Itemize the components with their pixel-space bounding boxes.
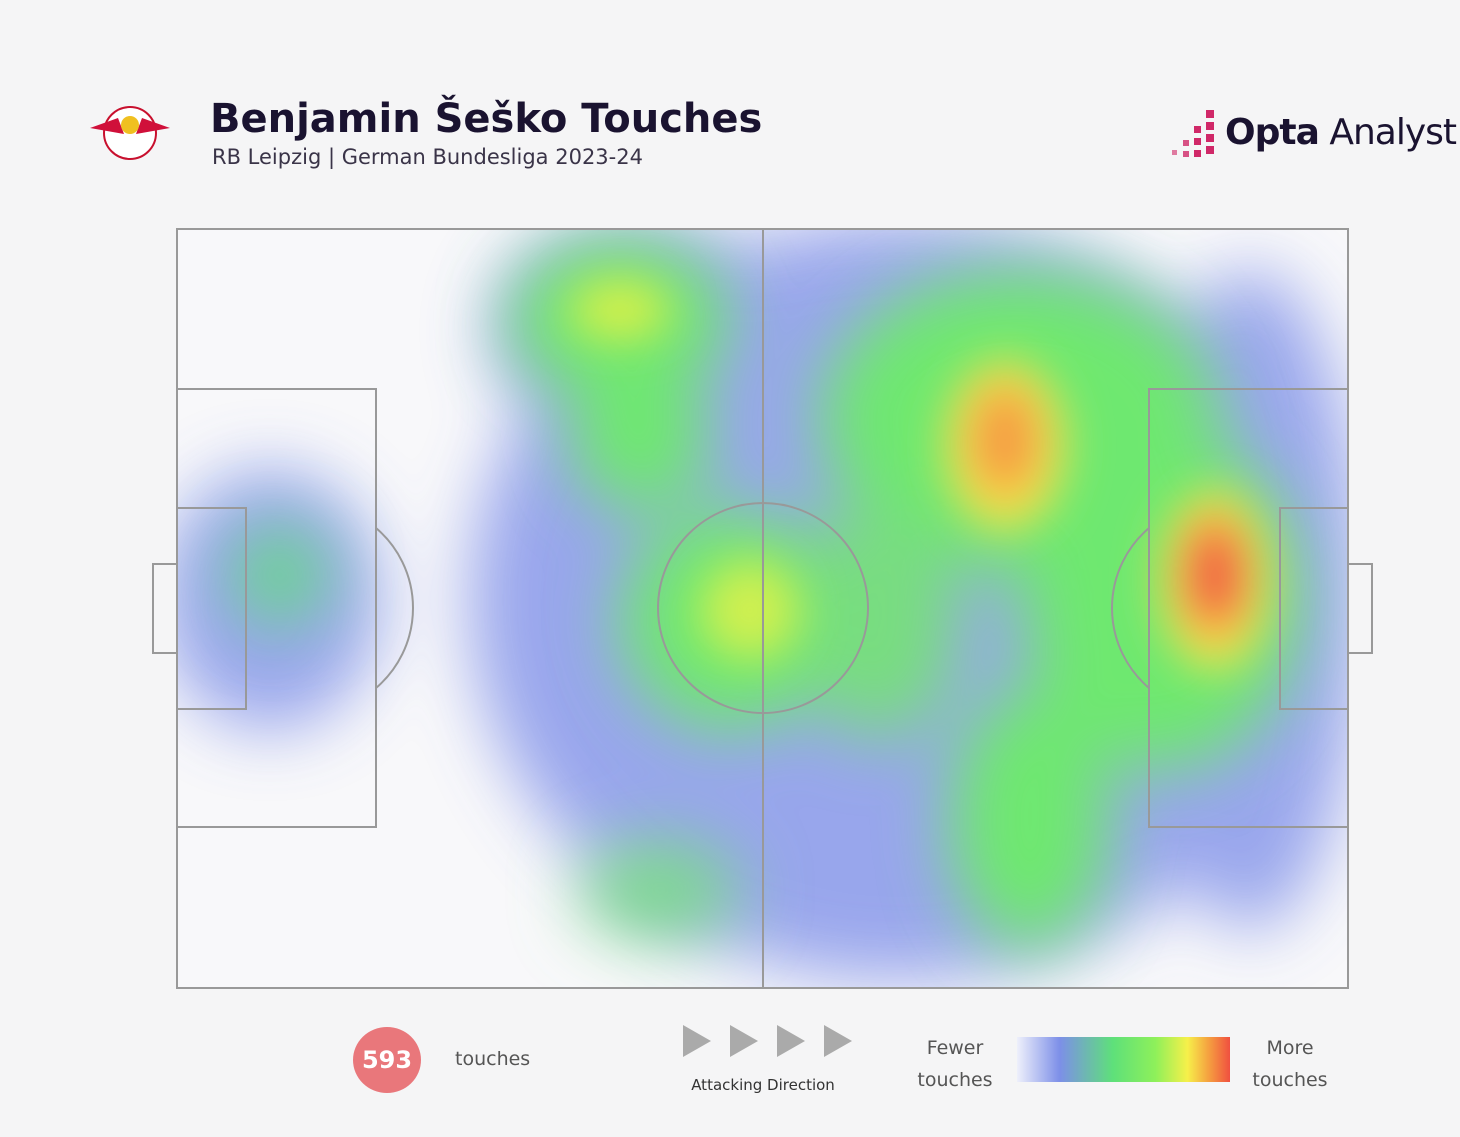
scale-bar: [1017, 1037, 1230, 1082]
brand-logo: [1172, 110, 1214, 157]
club-logo: [90, 106, 170, 160]
brand-light: Analyst: [1329, 112, 1457, 153]
heatmap: [177, 229, 1348, 980]
subtitle: RB Leipzig | German Bundesliga 2023-24: [212, 145, 643, 169]
pitch-lines: [152, 228, 1373, 989]
scale-high: More touches: [1252, 1037, 1328, 1091]
brand-bold: Opta: [1225, 112, 1320, 153]
direction-label: Attacking Direction: [691, 1076, 835, 1094]
title: Benjamin Šeško Touches: [210, 96, 763, 142]
touch-label: touches: [455, 1048, 531, 1070]
touch-count: 593: [353, 1027, 421, 1093]
scale-low: Fewer touches: [917, 1037, 993, 1091]
direction-arrows: [683, 1025, 852, 1057]
brand: Opta Analyst: [1225, 112, 1457, 153]
